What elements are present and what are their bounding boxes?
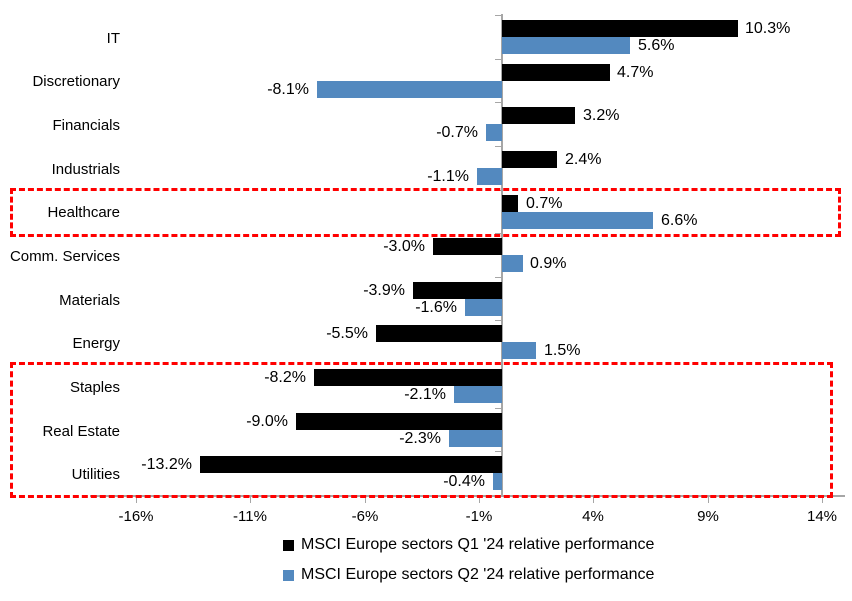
x-axis-tick: [479, 497, 480, 503]
value-label: 3.2%: [583, 107, 620, 124]
value-label: -2.3%: [399, 430, 441, 447]
value-label: -1.6%: [415, 299, 457, 316]
x-axis-tick-label: -1%: [465, 508, 493, 525]
value-label: 0.7%: [526, 195, 563, 212]
x-axis-tick: [250, 497, 251, 503]
category-axis-tick: [495, 233, 502, 234]
value-label: 10.3%: [745, 20, 791, 37]
category-label: IT: [106, 30, 120, 47]
bar-q1: [502, 20, 738, 37]
x-axis-tick-label: -16%: [118, 508, 154, 525]
value-label: -9.0%: [246, 413, 288, 430]
value-label: 6.6%: [661, 212, 698, 229]
category-label: Energy: [72, 335, 120, 352]
healthcare-highlight-box: [10, 188, 841, 237]
bar-q2: [317, 81, 502, 98]
bar-q1: [502, 151, 557, 168]
bar-q1: [296, 413, 502, 430]
category-label: Real Estate: [42, 423, 120, 440]
category-axis-tick: [495, 146, 502, 147]
x-axis-tick-label: 9%: [697, 508, 719, 525]
x-axis-tick: [593, 497, 594, 503]
category-axis-tick: [495, 320, 502, 321]
x-axis-tick: [708, 497, 709, 503]
x-axis-tick-label: 4%: [582, 508, 604, 525]
bar-q2: [502, 37, 630, 54]
value-label: 2.4%: [565, 151, 602, 168]
bar-q1: [502, 195, 518, 212]
bar-q1: [376, 325, 502, 342]
value-label: -5.5%: [326, 325, 368, 342]
category-axis-tick: [495, 495, 502, 496]
category-label: Financials: [52, 117, 120, 134]
category-axis-tick: [495, 277, 502, 278]
y-axis-zero-line: [501, 14, 503, 495]
q1-series-swatch-icon: [283, 539, 294, 551]
x-axis-tick: [822, 497, 823, 503]
value-label: -8.2%: [264, 369, 306, 386]
value-label: 5.6%: [638, 37, 675, 54]
legend-item-q1: MSCI Europe sectors Q1 '24 relative perf…: [283, 535, 654, 555]
bar-q2: [486, 124, 502, 141]
category-label: Healthcare: [47, 204, 120, 221]
category-label: Discretionary: [32, 73, 120, 90]
category-axis-tick: [495, 190, 502, 191]
value-label: -8.1%: [267, 81, 309, 98]
category-axis-tick: [495, 408, 502, 409]
value-label: -3.9%: [363, 282, 405, 299]
value-label: 0.9%: [530, 255, 567, 272]
bar-q2: [465, 299, 502, 316]
value-label: 4.7%: [617, 64, 654, 81]
bar-q1: [502, 107, 575, 124]
category-label: Staples: [69, 379, 120, 396]
x-axis-tick: [365, 497, 366, 503]
bar-q1: [200, 456, 502, 473]
bar-q1: [433, 238, 502, 255]
x-axis-tick: [136, 497, 137, 503]
value-label: -0.7%: [436, 124, 478, 141]
category-axis-tick: [495, 451, 502, 452]
legend-label-q2: MSCI Europe sectors Q2 '24 relative perf…: [301, 566, 655, 583]
category-label: Utilities: [71, 466, 120, 483]
category-label: Industrials: [51, 161, 120, 178]
legend-label-q1: MSCI Europe sectors Q1 '24 relative perf…: [301, 536, 655, 553]
category-label: Materials: [59, 292, 120, 309]
bar-q2: [454, 386, 502, 403]
legend: MSCI Europe sectors Q1 '24 relative perf…: [283, 535, 654, 585]
bar-q1: [314, 369, 502, 386]
x-axis-tick-label: -11%: [233, 508, 267, 525]
x-axis-tick-label: 14%: [806, 508, 838, 525]
value-label: -3.0%: [383, 238, 425, 255]
legend-item-q2: MSCI Europe sectors Q2 '24 relative perf…: [283, 565, 654, 585]
bar-q1: [413, 282, 502, 299]
value-label: -0.4%: [443, 473, 485, 490]
x-axis-line: [90, 495, 845, 497]
bar-q2: [502, 342, 536, 359]
bar-q2: [449, 430, 502, 447]
bar-q2: [502, 255, 523, 272]
category-label: Comm. Services: [9, 248, 120, 265]
bar-q2: [502, 212, 653, 229]
value-label: -13.2%: [141, 456, 192, 473]
bar-q2: [477, 168, 502, 185]
category-axis-tick: [495, 59, 502, 60]
category-axis-tick: [495, 364, 502, 365]
value-label: 1.5%: [544, 342, 581, 359]
bar-q2: [493, 473, 502, 490]
value-label: -2.1%: [404, 386, 446, 403]
bar-q1: [502, 64, 610, 81]
category-axis-tick: [495, 15, 502, 16]
value-label: -1.1%: [427, 168, 469, 185]
x-axis-tick-label: -6%: [351, 508, 379, 525]
category-axis-tick: [495, 102, 502, 103]
q2-series-swatch-icon: [283, 569, 294, 581]
